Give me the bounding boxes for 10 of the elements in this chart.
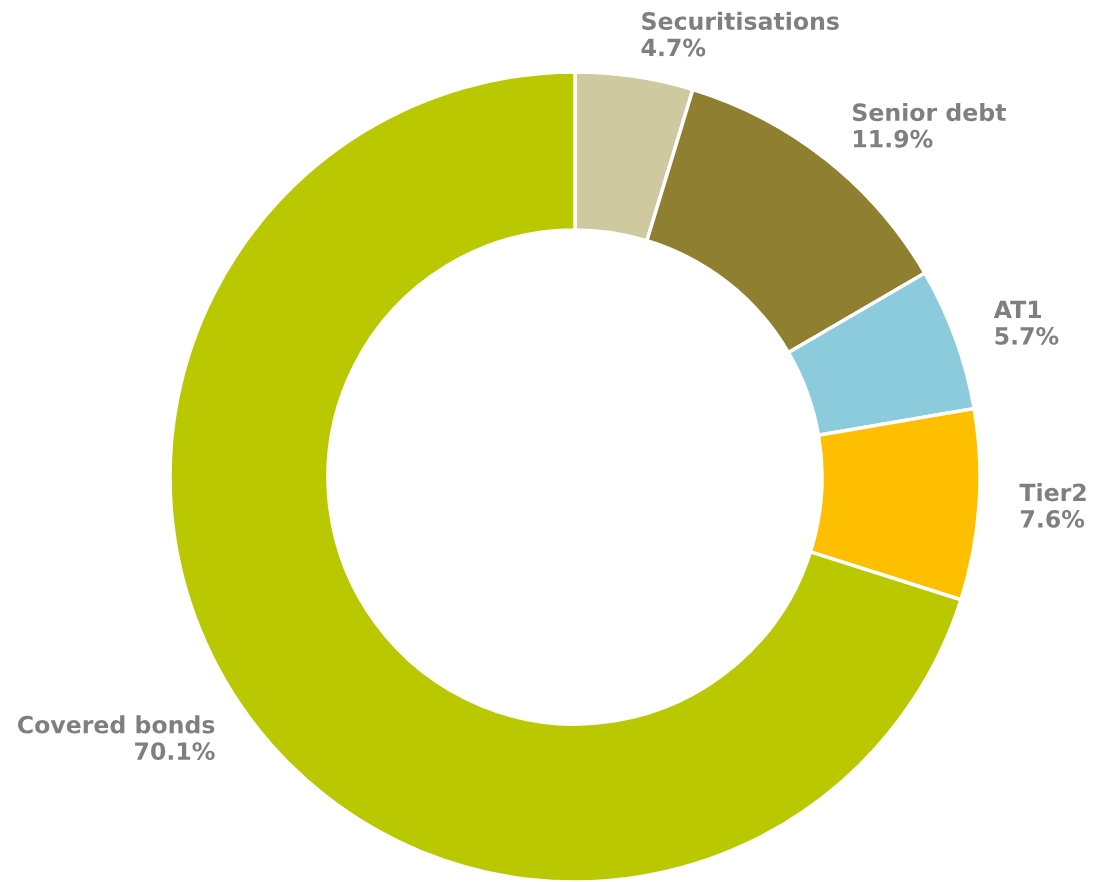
data-label: 70.1% [135,742,215,761]
slice-label: AT1 [993,300,1042,319]
slice-label: Senior debt [853,102,1006,122]
slice-label: Securitisations [642,11,839,30]
data-label: 11.9% [854,129,933,148]
data-label: 5.7% [995,326,1059,345]
data-label: 4.7% [641,38,706,57]
slice-label: Covered bonds [17,715,215,734]
data-label: 7.6% [1021,509,1085,528]
slice-label: Tier2 [1019,483,1086,502]
